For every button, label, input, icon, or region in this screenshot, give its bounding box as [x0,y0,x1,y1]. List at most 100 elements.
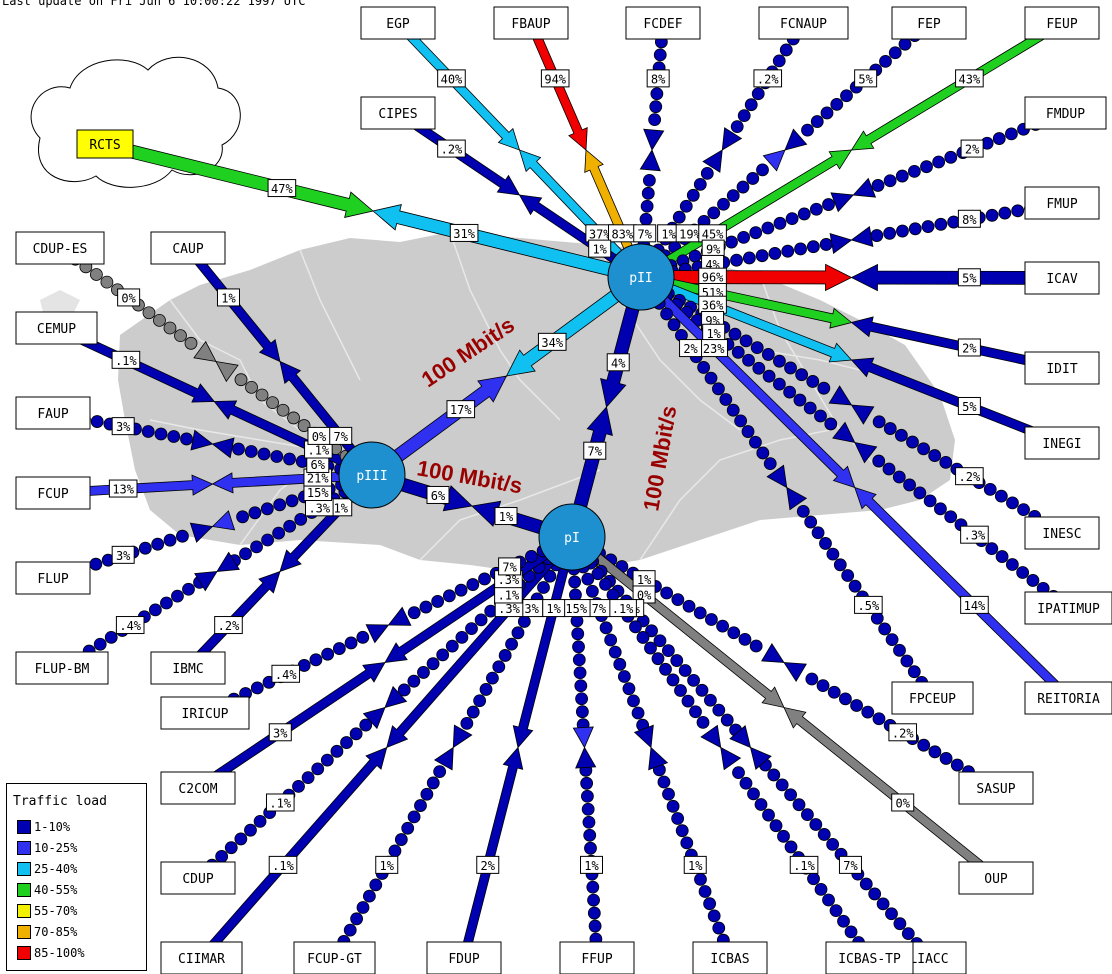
link-dot [859,877,873,891]
site-inegi[interactable]: INEGI [1024,426,1100,460]
link-dot [755,249,769,263]
link-dot [697,361,711,374]
link-dot [141,425,155,438]
link-dot [582,815,596,829]
site-ciimar[interactable]: CIIMAR [160,941,243,974]
link-dot [983,482,997,496]
link-dot [705,613,718,626]
link-INEGI-pII[interactable] [638,272,1065,448]
site-ffup[interactable]: FFUP [559,941,635,974]
site-fcnaup[interactable]: FCNAUP [758,6,849,40]
link-dot [574,679,588,693]
site-faup[interactable]: FAUP [15,396,91,430]
link-RCTS-pII[interactable] [102,138,644,284]
site-fcdef[interactable]: FCDEF [625,6,701,40]
link-arrow [197,746,388,962]
link-arrowhead [721,127,743,151]
site-feup[interactable]: FEUP [1024,6,1100,40]
link-dot [660,307,674,321]
link-dot [892,470,906,484]
site-c2com[interactable]: C2COM [160,771,236,805]
link-dot [817,828,831,841]
site-inesc[interactable]: INESC [1024,516,1100,550]
link-dot [660,586,674,600]
link-percent-label: 1% [580,855,603,874]
link-arrow [372,204,644,284]
site-fdup[interactable]: FDUP [426,941,502,974]
link-dot [742,353,755,367]
site-cemup[interactable]: CEMUP [15,311,98,345]
site-fcup-gt[interactable]: FCUP-GT [293,941,376,974]
site-oup[interactable]: OUP [958,861,1034,895]
site-fmup[interactable]: FMUP [1024,186,1100,220]
link-dot [180,432,193,446]
link-dot [704,693,717,707]
site-icav[interactable]: ICAV [1024,261,1100,295]
router-pI[interactable]: pI [538,503,606,571]
site-reitoria[interactable]: REITORIA [1024,681,1112,715]
site-icbas[interactable]: ICBAS [692,941,768,974]
link-percent-label: 36% [698,295,727,314]
link-dot [827,685,841,699]
link-ICAV-pII[interactable] [640,263,1063,292]
site-label: IDIT [1046,362,1077,377]
link-dot [921,220,935,233]
site-cdup-es[interactable]: CDUP-ES [15,231,105,265]
link-dot [667,318,681,332]
site-sasup[interactable]: SASUP [958,771,1034,805]
site-cipes[interactable]: CIPES [360,96,436,130]
site-fmdup[interactable]: FMDUP [1024,96,1107,130]
percent-text: .4% [119,619,141,633]
site-label: FBAUP [511,17,550,32]
link-arrowhead [211,510,236,531]
site-flup[interactable]: FLUP [15,561,91,595]
link-REITORIA-pII[interactable] [637,273,1073,702]
link-percent-label: 2% [957,338,981,357]
link-dot [580,789,594,803]
link-dot [682,599,696,613]
link-percent-label: 1% [542,599,566,618]
site-ipatimup[interactable]: IPATIMUP [1024,591,1112,625]
link-CIIMAR-pI[interactable] [197,533,576,962]
site-caup[interactable]: CAUP [150,231,226,265]
site-flup-bm[interactable]: FLUP-BM [15,651,109,685]
router-pIII[interactable]: pIII [338,441,406,509]
site-rcts[interactable]: RCTS [76,129,134,159]
percent-text: 7% [502,560,517,574]
link-arrowhead [452,724,473,749]
link-dot [617,670,631,683]
percent-text: 34% [541,336,563,350]
site-fcup[interactable]: FCUP [15,476,91,510]
link-dot [340,736,353,749]
router-pII[interactable]: pII [607,243,675,311]
percent-text: .3% [498,602,520,616]
site-egp[interactable]: EGP [360,6,436,40]
site-label: FMUP [1046,197,1077,212]
link-dot [460,716,474,730]
percent-text: .5% [858,599,880,613]
link-percent-label: 4% [606,353,630,372]
site-idit[interactable]: IDIT [1024,351,1100,385]
link-dot [104,630,118,644]
link-dot [650,87,664,101]
site-ibmc[interactable]: IBMC [150,651,226,685]
site-fpceup[interactable]: FPCEUP [891,681,974,715]
link-dot [517,615,531,628]
site-icbas-tp[interactable]: ICBAS-TP [825,941,914,974]
link-dot [811,526,825,540]
link-dot [343,923,357,937]
legend-label: 10-25% [34,841,78,855]
site-fep[interactable]: FEP [891,6,967,40]
link-dot [651,652,665,666]
percent-text: 19% [679,227,701,241]
link-dot [572,640,585,654]
link-percent-label: 40% [437,69,466,88]
link-percent-label: 7% [633,224,657,243]
site-iricup[interactable]: IRICUP [160,696,250,730]
site-cdup[interactable]: CDUP [160,861,236,895]
link-dot [1016,566,1030,579]
legend-item: 85-100% [17,944,85,962]
link-arrow [638,272,853,363]
site-fbaup[interactable]: FBAUP [493,6,569,40]
link-dot [903,478,916,492]
